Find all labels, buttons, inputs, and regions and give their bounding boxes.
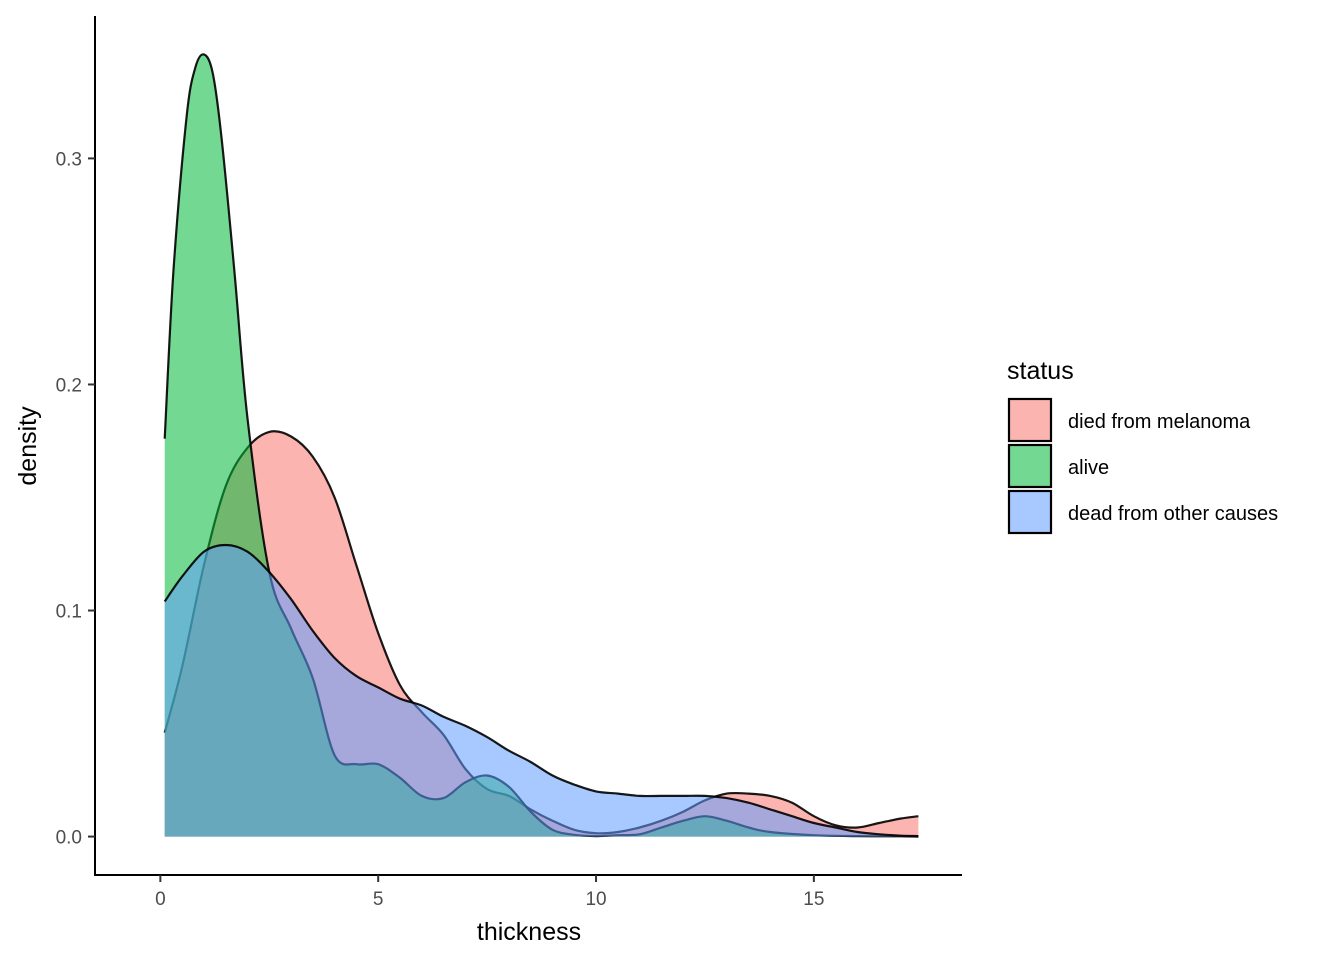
y-tick-label: 0.2 — [56, 375, 82, 396]
legend-key-dead-from-other-causes — [1007, 489, 1053, 535]
y-tick-label: 0.1 — [56, 602, 82, 623]
y-axis-title: density — [14, 406, 42, 486]
y-tick-label: 0.0 — [56, 828, 82, 849]
x-tick-label: 10 — [585, 889, 606, 910]
x-ticks: 0 5 10 15 — [155, 875, 824, 910]
legend-label: alive — [1068, 457, 1109, 479]
x-tick-label: 15 — [803, 889, 824, 910]
x-axis-title: thickness — [477, 918, 581, 946]
density-line-dead-from-other-causes — [163, 543, 919, 838]
legend-label: dead from other causes — [1068, 503, 1278, 525]
density-areas — [163, 53, 919, 838]
legend-key-alive — [1007, 443, 1053, 489]
legend-title: status — [1007, 357, 1074, 385]
x-tick-label: 5 — [373, 889, 384, 910]
y-tick-label: 0.3 — [56, 149, 82, 170]
y-ticks: 0.0 0.1 0.2 0.3 — [56, 149, 95, 849]
x-tick-label: 0 — [155, 889, 166, 910]
legend: status died from melanoma alive dead from … — [1007, 357, 1278, 535]
legend-key-died-from-melanoma — [1007, 397, 1053, 443]
density-area-dead-from-other-causes — [164, 545, 919, 837]
legend-label: died from melanoma — [1068, 411, 1251, 433]
